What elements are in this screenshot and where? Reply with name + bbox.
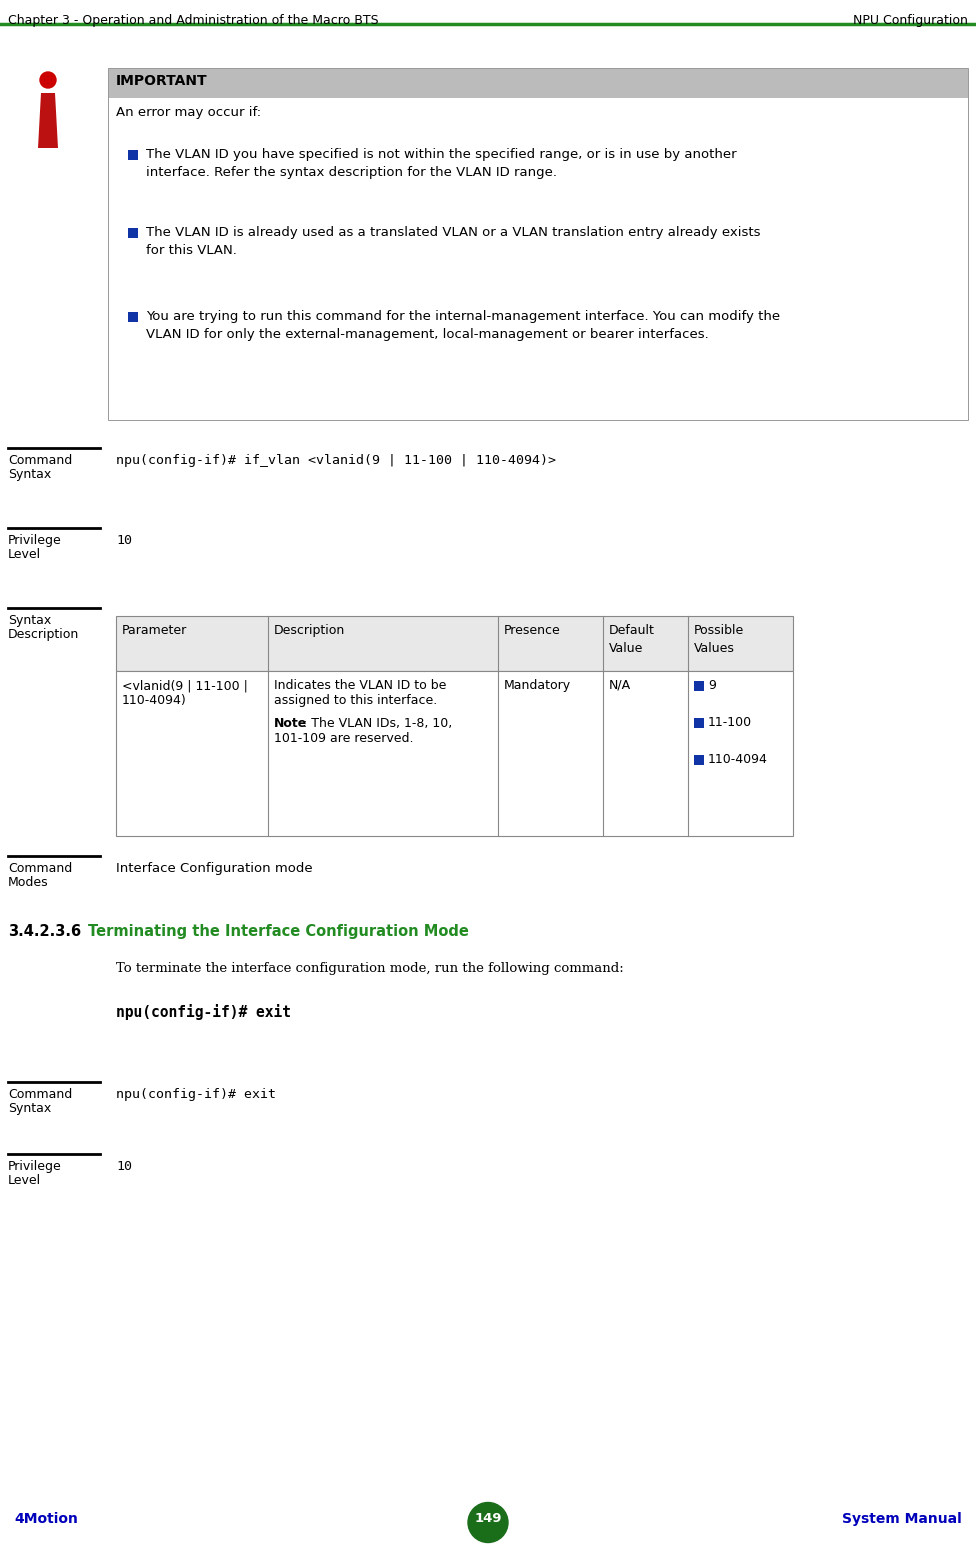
Text: 10: 10 [116,1160,132,1173]
FancyBboxPatch shape [108,68,968,97]
Text: 9: 9 [708,678,715,692]
FancyBboxPatch shape [128,229,138,238]
Text: Possible
Values: Possible Values [694,624,745,655]
Text: Privilege: Privilege [8,1160,61,1173]
Text: The VLAN ID is already used as a translated VLAN or a VLAN translation entry alr: The VLAN ID is already used as a transla… [146,226,760,239]
Text: Parameter: Parameter [122,624,187,637]
Text: Modes: Modes [8,876,49,888]
Text: Mandatory: Mandatory [504,678,571,692]
Text: 4Motion: 4Motion [14,1513,78,1526]
Text: for this VLAN.: for this VLAN. [146,244,237,256]
Text: Syntax: Syntax [8,468,52,480]
FancyBboxPatch shape [694,756,704,765]
Text: The VLAN ID you have specified is not within the specified range, or is in use b: The VLAN ID you have specified is not wi… [146,148,737,161]
Text: N/A: N/A [609,678,631,692]
FancyBboxPatch shape [116,616,793,671]
Text: Level: Level [8,548,41,561]
Text: npu(config-if)# if_vlan <vlanid(9 | 11-100 | 110-4094)>: npu(config-if)# if_vlan <vlanid(9 | 11-1… [116,454,556,467]
Text: Command: Command [8,454,72,467]
Text: To terminate the interface configuration mode, run the following command:: To terminate the interface configuration… [116,963,624,975]
Text: 149: 149 [474,1513,502,1525]
Text: Description: Description [8,627,79,641]
FancyBboxPatch shape [694,681,704,691]
Text: Syntax: Syntax [8,1102,52,1115]
Text: IMPORTANT: IMPORTANT [116,74,208,88]
Text: Terminating the Interface Configuration Mode: Terminating the Interface Configuration … [88,924,468,939]
Text: Indicates the VLAN ID to be: Indicates the VLAN ID to be [274,678,446,692]
Text: 11-100: 11-100 [708,715,752,729]
Text: You are trying to run this command for the internal-management interface. You ca: You are trying to run this command for t… [146,311,780,323]
Text: VLAN ID for only the external-management, local-management or bearer interfaces.: VLAN ID for only the external-management… [146,328,709,341]
Text: Command: Command [8,1088,72,1102]
Text: Chapter 3 - Operation and Administration of the Macro BTS: Chapter 3 - Operation and Administration… [8,14,379,26]
Text: Privilege: Privilege [8,535,61,547]
Text: 101-109 are reserved.: 101-109 are reserved. [274,732,414,745]
FancyBboxPatch shape [694,718,704,728]
Text: Default
Value: Default Value [609,624,655,655]
Circle shape [468,1502,508,1542]
Text: : The VLAN IDs, 1-8, 10,: : The VLAN IDs, 1-8, 10, [303,717,452,729]
FancyBboxPatch shape [116,671,793,836]
Text: 110-4094): 110-4094) [122,694,186,708]
Text: npu(config-if)# exit: npu(config-if)# exit [116,1088,276,1102]
Text: Description: Description [274,624,346,637]
Text: assigned to this interface.: assigned to this interface. [274,694,437,708]
Text: 110-4094: 110-4094 [708,752,768,766]
Text: NPU Configuration: NPU Configuration [853,14,968,26]
Text: Note: Note [274,717,307,729]
Text: npu(config-if)# exit: npu(config-if)# exit [116,1004,291,1020]
Text: Interface Configuration mode: Interface Configuration mode [116,862,312,874]
Polygon shape [38,93,58,148]
Text: Level: Level [8,1174,41,1187]
Text: 10: 10 [116,535,132,547]
Text: Command: Command [8,862,72,874]
Text: System Manual: System Manual [842,1513,962,1526]
Text: Syntax: Syntax [8,613,52,627]
Text: An error may occur if:: An error may occur if: [116,107,262,119]
Text: <vlanid(9 | 11-100 |: <vlanid(9 | 11-100 | [122,678,248,692]
Text: interface. Refer the syntax description for the VLAN ID range.: interface. Refer the syntax description … [146,165,557,179]
Text: Presence: Presence [504,624,561,637]
Circle shape [40,73,56,88]
FancyBboxPatch shape [128,150,138,161]
Text: 3.4.2.3.6: 3.4.2.3.6 [8,924,81,939]
FancyBboxPatch shape [128,312,138,321]
